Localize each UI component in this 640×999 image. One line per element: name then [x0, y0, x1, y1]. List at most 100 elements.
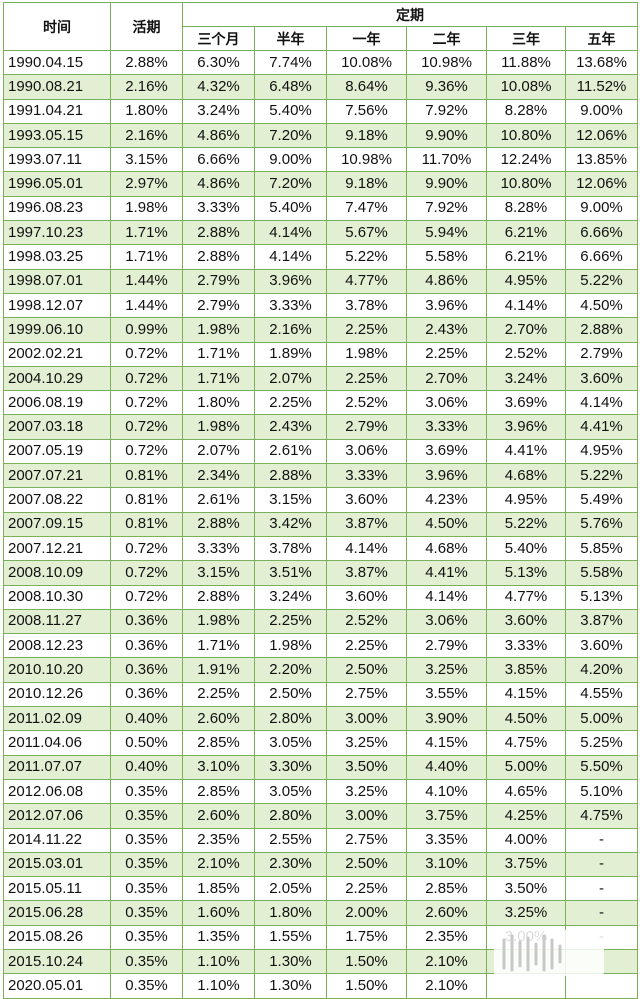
- cell-date: 2010.10.20: [3, 657, 111, 683]
- cell-1-year: 3.87%: [326, 511, 407, 537]
- cell-2-years: 3.35%: [406, 827, 487, 853]
- cell-current: 1.44%: [110, 268, 183, 294]
- cell-1-year: 2.52%: [326, 390, 407, 416]
- cell-2-years: 5.58%: [406, 244, 487, 270]
- header-2-years: 二年: [406, 26, 487, 51]
- table-row: 1996.08.23 1.98% 3.33% 5.40% 7.47% 7.92% 8.28%…: [3, 195, 639, 222]
- cell-6-months: 5.40%: [254, 98, 327, 124]
- table-row: 2020.05.01 0.35% 1.10% 1.30% 1.50% 2.10%: [3, 973, 639, 999]
- cell-3-months: 2.88%: [182, 584, 255, 610]
- cell-5-years: 5.50%: [564, 754, 639, 780]
- cell-3-years: 8.28%: [486, 98, 566, 124]
- cell-2-years: 2.70%: [406, 365, 487, 392]
- cell-3-months: 1.60%: [182, 900, 255, 926]
- cell-current: 0.36%: [110, 608, 183, 635]
- cell-date: 2007.03.18: [3, 414, 111, 440]
- cell-5-years: 4.20%: [564, 657, 639, 683]
- cell-1-year: 2.50%: [326, 657, 407, 683]
- cell-date: 2012.07.06: [3, 803, 111, 829]
- cell-current: 0.81%: [110, 463, 183, 489]
- cell-5-years: 4.41%: [564, 414, 639, 440]
- cell-1-year: 4.14%: [326, 535, 407, 562]
- cell-current: 2.16%: [110, 122, 183, 149]
- cell-current: 0.35%: [110, 851, 183, 878]
- cell-2-years: 4.23%: [406, 487, 487, 513]
- cell-3-months: 2.25%: [182, 681, 255, 708]
- cell-date: 1993.07.11: [3, 147, 111, 173]
- cell-3-months: 2.85%: [182, 778, 255, 805]
- header-current: 活期: [110, 2, 183, 51]
- cell-6-months: 1.30%: [254, 973, 327, 999]
- cell-5-years: -: [564, 827, 639, 853]
- cell-2-years: 10.98%: [406, 49, 487, 76]
- table-row: 1998.12.07 1.44% 2.79% 3.33% 3.78% 3.96% 4.14%…: [3, 292, 639, 319]
- cell-2-years: 9.90%: [406, 122, 487, 149]
- table-row: 2012.06.08 0.35% 2.85% 3.05% 3.25% 4.10% 4.65%…: [3, 778, 639, 805]
- cell-3-years: 5.00%: [486, 754, 566, 780]
- cell-6-months: 5.40%: [254, 195, 327, 222]
- cell-6-months: 9.00%: [254, 147, 327, 173]
- cell-date: 2020.05.01: [3, 973, 111, 999]
- cell-5-years: [564, 973, 639, 999]
- cell-3-years: 5.13%: [486, 560, 566, 586]
- cell-date: 2012.06.08: [3, 778, 111, 805]
- cell-2-years: 2.35%: [406, 924, 487, 950]
- table-row: 1991.04.21 1.80% 3.24% 5.40% 7.56% 7.92% 8.28%…: [3, 98, 639, 124]
- cell-3-years: 2.52%: [486, 341, 566, 367]
- cell-5-years: 13.85%: [564, 147, 639, 173]
- cell-5-years: 5.22%: [564, 268, 639, 294]
- cell-2-years: 4.86%: [406, 268, 487, 294]
- table-row: 2010.10.20 0.36% 1.91% 2.20% 2.50% 3.25% 3.85%…: [3, 657, 639, 683]
- cell-6-months: 2.50%: [254, 681, 327, 708]
- cell-3-months: 2.61%: [182, 487, 255, 513]
- table-row: 2015.06.28 0.35% 1.60% 1.80% 2.00% 2.60% 3.25%…: [3, 900, 639, 926]
- cell-3-months: 2.07%: [182, 438, 255, 465]
- cell-3-years: 11.88%: [486, 49, 566, 76]
- cell-2-years: 2.10%: [406, 948, 487, 975]
- cell-1-year: 2.25%: [326, 317, 407, 343]
- cell-3-years: 4.77%: [486, 584, 566, 610]
- cell-current: 0.35%: [110, 876, 183, 902]
- cell-6-months: 1.80%: [254, 900, 327, 926]
- cell-1-year: 2.25%: [326, 633, 407, 659]
- cell-2-years: 4.41%: [406, 560, 487, 586]
- table-row: 2007.12.21 0.72% 3.33% 3.78% 4.14% 4.68% 5.40%…: [3, 535, 639, 562]
- cell-current: 0.36%: [110, 633, 183, 659]
- cell-3-years: 4.95%: [486, 268, 566, 294]
- cell-current: 0.35%: [110, 900, 183, 926]
- cell-current: 0.35%: [110, 924, 183, 950]
- cell-3-years: 4.41%: [486, 438, 566, 465]
- cell-1-year: 3.25%: [326, 730, 407, 756]
- table-row: 1997.10.23 1.71% 2.88% 4.14% 5.67% 5.94% 6.21%…: [3, 220, 639, 246]
- cell-2-years: 3.90%: [406, 706, 487, 732]
- cell-2-years: 2.10%: [406, 973, 487, 999]
- cell-2-years: 9.36%: [406, 74, 487, 100]
- cell-3-years: 4.50%: [486, 706, 566, 732]
- cell-current: 0.35%: [110, 948, 183, 975]
- cell-2-years: 4.10%: [406, 778, 487, 805]
- cell-1-year: 3.33%: [326, 463, 407, 489]
- cell-1-year: 9.18%: [326, 171, 407, 197]
- cell-2-years: 3.55%: [406, 681, 487, 708]
- cell-6-months: 3.51%: [254, 560, 327, 586]
- table-row: 2014.11.22 0.35% 2.35% 2.55% 2.75% 3.35% 4.00%…: [3, 827, 639, 853]
- cell-current: 0.81%: [110, 487, 183, 513]
- cell-3-months: 2.88%: [182, 220, 255, 246]
- cell-date: 2008.11.27: [3, 608, 111, 635]
- cell-current: 0.40%: [110, 754, 183, 780]
- cell-5-years: 9.00%: [564, 195, 639, 222]
- cell-current: 0.35%: [110, 778, 183, 805]
- cell-1-year: 1.50%: [326, 973, 407, 999]
- cell-current: 0.72%: [110, 438, 183, 465]
- cell-5-years: 2.88%: [564, 317, 639, 343]
- cell-1-year: 2.52%: [326, 608, 407, 635]
- cell-3-years: 4.14%: [486, 292, 566, 319]
- cell-5-years: 6.66%: [564, 220, 639, 246]
- cell-current: 0.72%: [110, 390, 183, 416]
- cell-3-months: 1.80%: [182, 390, 255, 416]
- table-row: 2007.03.18 0.72% 1.98% 2.43% 2.79% 3.33% 3.96%…: [3, 414, 639, 440]
- cell-date: 1990.04.15: [3, 49, 111, 76]
- cell-2-years: 3.10%: [406, 851, 487, 878]
- cell-3-years: 10.80%: [486, 122, 566, 149]
- cell-3-months: 2.10%: [182, 851, 255, 878]
